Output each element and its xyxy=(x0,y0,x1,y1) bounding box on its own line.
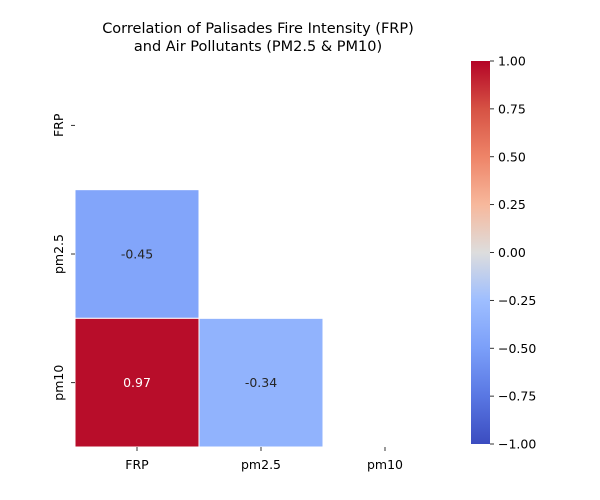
heatmap-cell-pm10-FRP xyxy=(74,317,200,448)
y-tick-label: pm10 xyxy=(51,365,66,401)
colorbar-tick-label: −0.75 xyxy=(498,389,536,404)
heatmap-cells xyxy=(74,189,324,448)
cell-value-label: -0.34 xyxy=(245,375,277,390)
colorbar-tick-label: 0.50 xyxy=(498,149,526,164)
colorbar-tick-label: −1.00 xyxy=(498,437,536,452)
x-tick-label: FRP xyxy=(125,457,149,472)
colorbar-tick-label: 0.25 xyxy=(498,197,526,212)
chart-title-line-1: Correlation of Palisades Fire Intensity … xyxy=(102,21,414,37)
y-tick-label: pm2.5 xyxy=(51,234,66,274)
heatmap-cell-pm25-FRP xyxy=(74,189,200,319)
colorbar-tick-label: −0.25 xyxy=(498,293,536,308)
heatmap-cell-pm10-pm25 xyxy=(198,317,324,448)
colorbar-tick-label: 1.00 xyxy=(498,54,526,69)
x-axis: FRP pm2.5 pm10 xyxy=(125,447,403,472)
colorbar: 1.00 0.75 0.50 0.25 0.00 −0.25 −0.50 −0.75 −1.00 xyxy=(471,54,536,452)
colorbar-tick-label: −0.50 xyxy=(498,341,536,356)
colorbar-strip xyxy=(471,61,490,444)
y-axis: FRP pm2.5 pm10 xyxy=(51,113,75,401)
chart-title: Correlation of Palisades Fire Intensity … xyxy=(102,21,414,55)
colorbar-tick-label: 0.00 xyxy=(498,245,526,260)
colorbar-tick-label: 0.75 xyxy=(498,101,526,116)
x-tick-label: pm10 xyxy=(367,457,403,472)
heatmap-annotations: -0.45 0.97 -0.34 xyxy=(121,247,277,391)
x-tick-label: pm2.5 xyxy=(241,457,281,472)
cell-value-label: -0.45 xyxy=(121,247,153,262)
cell-value-label: 0.97 xyxy=(123,375,151,390)
y-tick-label: FRP xyxy=(51,113,66,137)
chart-title-line-2: and Air Pollutants (PM2.5 & PM10) xyxy=(134,39,382,55)
colorbar-ticks: 1.00 0.75 0.50 0.25 0.00 −0.25 −0.50 −0.75 −1.00 xyxy=(490,54,536,452)
